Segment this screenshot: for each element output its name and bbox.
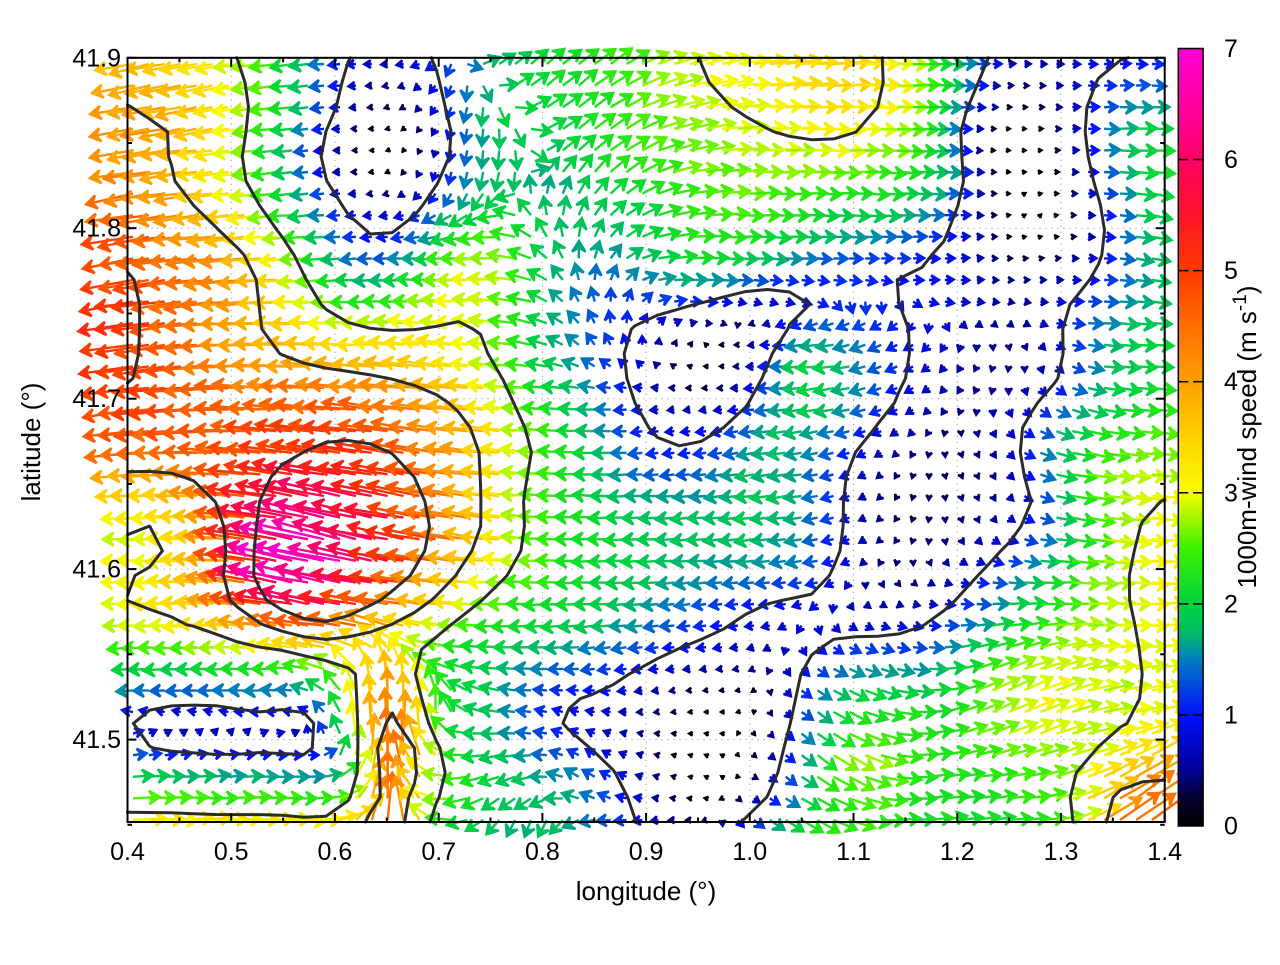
svg-text:1.2: 1.2 [940, 838, 975, 866]
svg-text:7: 7 [1224, 35, 1238, 63]
svg-text:0.6: 0.6 [318, 838, 353, 866]
svg-text:4: 4 [1224, 368, 1238, 396]
svg-text:1.4: 1.4 [1147, 838, 1182, 866]
svg-text:41.8: 41.8 [72, 215, 121, 243]
svg-text:latitude (°): latitude (°) [16, 383, 46, 502]
svg-text:0.8: 0.8 [525, 838, 560, 866]
svg-text:41.6: 41.6 [72, 556, 121, 584]
svg-text:1.0: 1.0 [732, 838, 767, 866]
svg-text:2: 2 [1224, 590, 1238, 618]
svg-text:0.5: 0.5 [214, 838, 249, 866]
svg-text:6: 6 [1224, 146, 1238, 174]
svg-text:1.3: 1.3 [1044, 838, 1079, 866]
svg-text:0: 0 [1224, 813, 1238, 841]
svg-text:3: 3 [1224, 479, 1238, 507]
svg-text:1.1: 1.1 [836, 838, 871, 866]
svg-text:0.9: 0.9 [629, 838, 664, 866]
svg-text:0.4: 0.4 [110, 838, 145, 866]
svg-text:1000m-wind speed (m s-1): 1000m-wind speed (m s-1) [1230, 285, 1262, 588]
svg-text:41.7: 41.7 [72, 385, 121, 413]
svg-text:41.9: 41.9 [72, 44, 121, 72]
svg-text:0.7: 0.7 [421, 838, 456, 866]
svg-text:41.5: 41.5 [72, 726, 121, 754]
svg-text:1: 1 [1224, 701, 1238, 729]
svg-text:5: 5 [1224, 257, 1238, 285]
svg-text:longitude (°): longitude (°) [576, 876, 716, 906]
